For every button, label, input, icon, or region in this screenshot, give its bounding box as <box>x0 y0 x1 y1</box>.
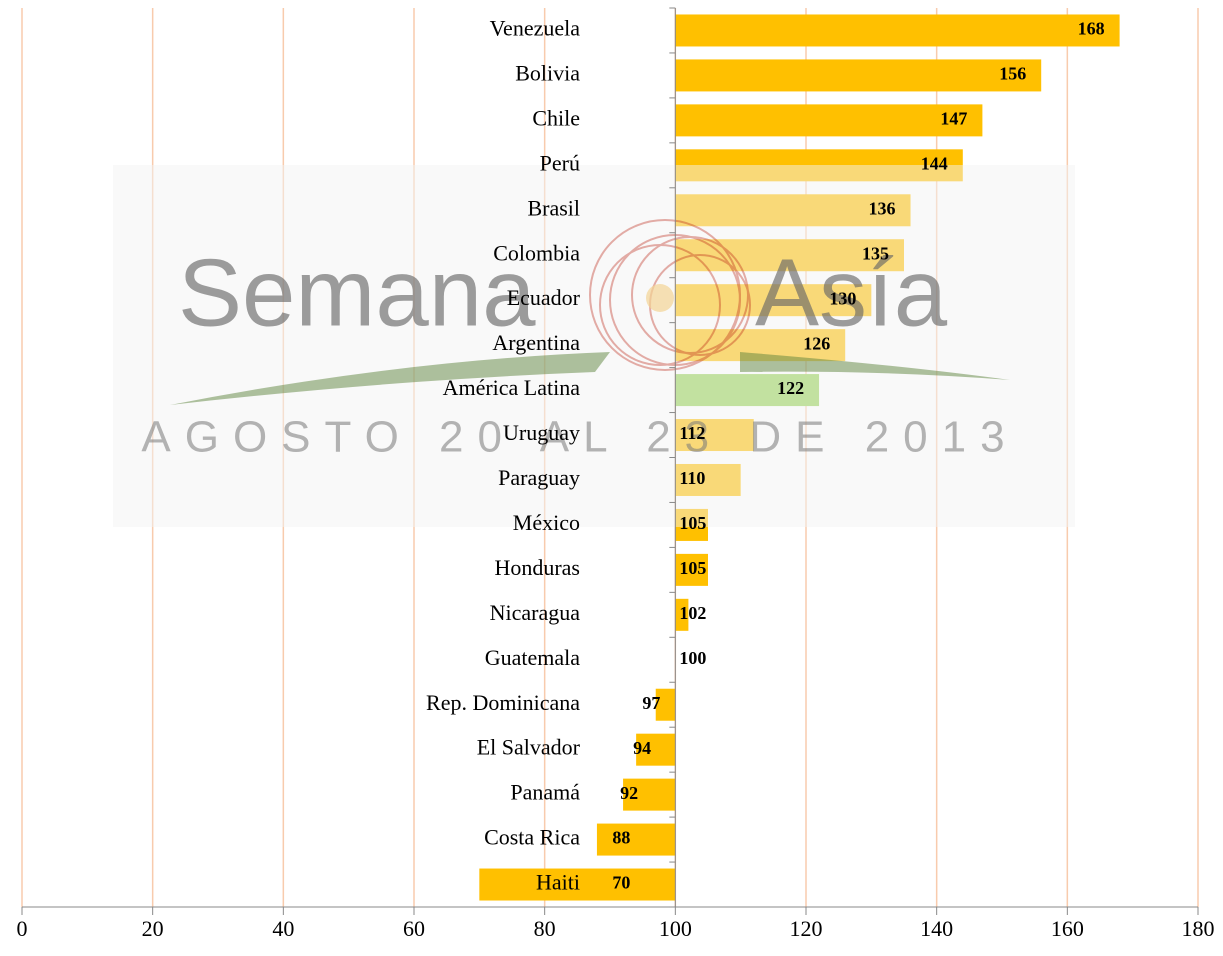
category-label: América Latina <box>443 375 581 400</box>
category-label: Nicaragua <box>490 600 581 625</box>
category-label: Haiti <box>536 870 580 895</box>
bar <box>675 14 1119 46</box>
bar <box>675 59 1041 91</box>
category-label: Rep. Dominicana <box>426 690 580 715</box>
category-label: Costa Rica <box>484 825 580 850</box>
watermark: Semana Asía AGOSTO 20 AL 23 DE 2013 <box>113 165 1075 527</box>
x-tick-label: 140 <box>920 916 953 941</box>
value-label: 135 <box>862 243 889 263</box>
x-tick-label: 180 <box>1182 916 1215 941</box>
category-label: Brasil <box>527 195 580 220</box>
value-label: 156 <box>999 64 1026 84</box>
x-tick-label: 20 <box>142 916 164 941</box>
category-label: Guatemala <box>485 645 581 670</box>
value-label: 105 <box>679 558 706 578</box>
value-label: 147 <box>940 109 967 129</box>
category-label: Colombia <box>493 240 580 265</box>
category-label: Perú <box>540 150 580 175</box>
bar <box>597 824 675 856</box>
value-label: 105 <box>679 513 706 533</box>
value-label: 100 <box>679 648 706 668</box>
chart: Semana Asía AGOSTO 20 AL 23 DE 2013 0 20 4… <box>0 0 1223 951</box>
value-label: 97 <box>642 693 660 713</box>
value-label: 70 <box>612 873 630 893</box>
x-tick-label: 160 <box>1051 916 1084 941</box>
x-tick-label: 40 <box>272 916 294 941</box>
x-tick-label: 120 <box>790 916 823 941</box>
bar <box>675 104 982 136</box>
watermark-subtitle: AGOSTO 20 AL 23 DE 2013 <box>141 413 1018 462</box>
category-label: Argentina <box>492 330 580 355</box>
category-label: Uruguay <box>503 420 580 445</box>
value-label: 110 <box>679 468 705 488</box>
x-tick-label: 100 <box>659 916 692 941</box>
category-label: Venezuela <box>490 16 581 41</box>
category-label: Chile <box>532 105 580 130</box>
category-label: Paraguay <box>498 465 580 490</box>
category-label: Panamá <box>510 780 580 805</box>
watermark-dot <box>646 284 674 312</box>
category-label: El Salvador <box>477 735 581 760</box>
value-label: 102 <box>679 603 706 623</box>
value-label: 94 <box>633 738 651 758</box>
x-tick-label: 0 <box>17 916 28 941</box>
category-label: México <box>513 510 580 535</box>
x-tick-label: 60 <box>403 916 425 941</box>
value-label: 136 <box>869 198 896 218</box>
value-label: 130 <box>829 288 856 308</box>
value-label: 122 <box>777 378 804 398</box>
category-label: Ecuador <box>507 285 581 310</box>
value-label: 92 <box>620 783 638 803</box>
category-label: Bolivia <box>515 60 580 85</box>
value-label: 126 <box>803 333 830 353</box>
value-label: 144 <box>921 153 948 173</box>
value-label: 88 <box>612 828 630 848</box>
watermark-left: Semana <box>178 239 536 346</box>
value-label: 168 <box>1078 19 1105 39</box>
category-label: Honduras <box>494 555 580 580</box>
value-label: 112 <box>679 423 705 443</box>
x-tick-label: 80 <box>534 916 556 941</box>
